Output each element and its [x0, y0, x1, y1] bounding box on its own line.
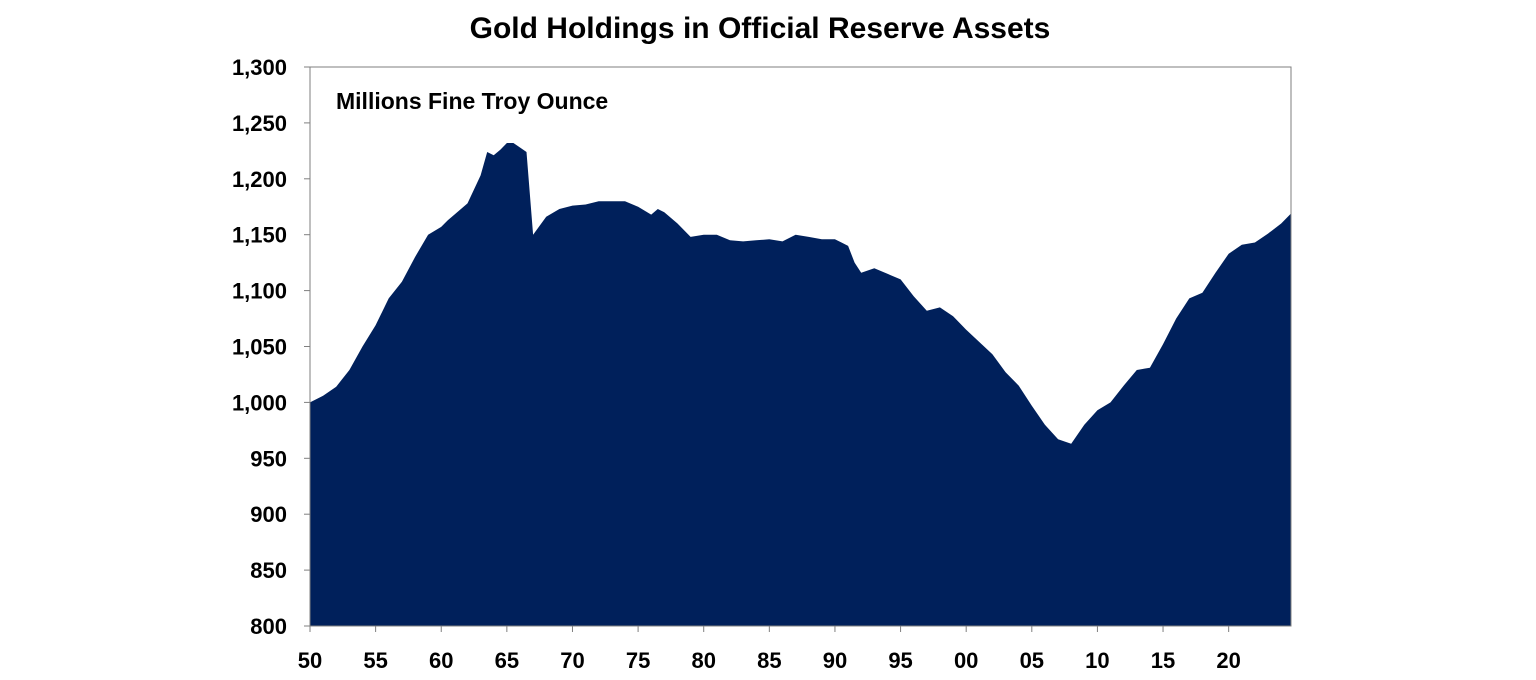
x-tick-label: 00 — [954, 648, 978, 673]
x-tick-label: 95 — [888, 648, 912, 673]
x-tick-label: 60 — [429, 648, 453, 673]
x-tick-label: 50 — [298, 648, 322, 673]
y-tick-label: 950 — [250, 446, 287, 471]
y-tick-label: 800 — [250, 614, 287, 639]
y-tick-label: 1,100 — [232, 279, 287, 304]
gold-holdings-area-series — [310, 143, 1291, 626]
chart-title: Gold Holdings in Official Reserve Assets — [470, 12, 1051, 45]
x-tick-label: 70 — [560, 648, 584, 673]
x-tick-label: 20 — [1216, 648, 1240, 673]
y-tick-label: 1,050 — [232, 335, 287, 360]
x-tick-label: 15 — [1151, 648, 1175, 673]
y-tick-label: 1,250 — [232, 111, 287, 136]
x-tick-label: 90 — [823, 648, 847, 673]
x-tick-label: 55 — [363, 648, 387, 673]
y-tick-label: 1,200 — [232, 167, 287, 192]
x-tick-label: 85 — [757, 648, 781, 673]
unit-annotation: Millions Fine Troy Ounce — [336, 88, 608, 114]
y-axis: 800 850 900 950 1,000 1,050 1,100 1,150 1,200 1,2… — [232, 55, 310, 639]
y-tick-label: 850 — [250, 558, 287, 583]
y-tick-label: 1,150 — [232, 223, 287, 248]
y-tick-label: 1,000 — [232, 390, 287, 415]
plot-area — [309, 66, 1292, 627]
y-tick-label: 1,300 — [232, 55, 287, 80]
y-tick-label: 900 — [250, 502, 287, 527]
x-tick-label: 80 — [691, 648, 715, 673]
x-tick-label: 05 — [1020, 648, 1044, 673]
x-tick-label: 75 — [626, 648, 650, 673]
x-tick-label: 10 — [1085, 648, 1109, 673]
x-axis: 50 55 60 65 70 75 80 85 90 95 00 05 10 15 20 — [298, 626, 1241, 673]
x-tick-label: 65 — [495, 648, 519, 673]
